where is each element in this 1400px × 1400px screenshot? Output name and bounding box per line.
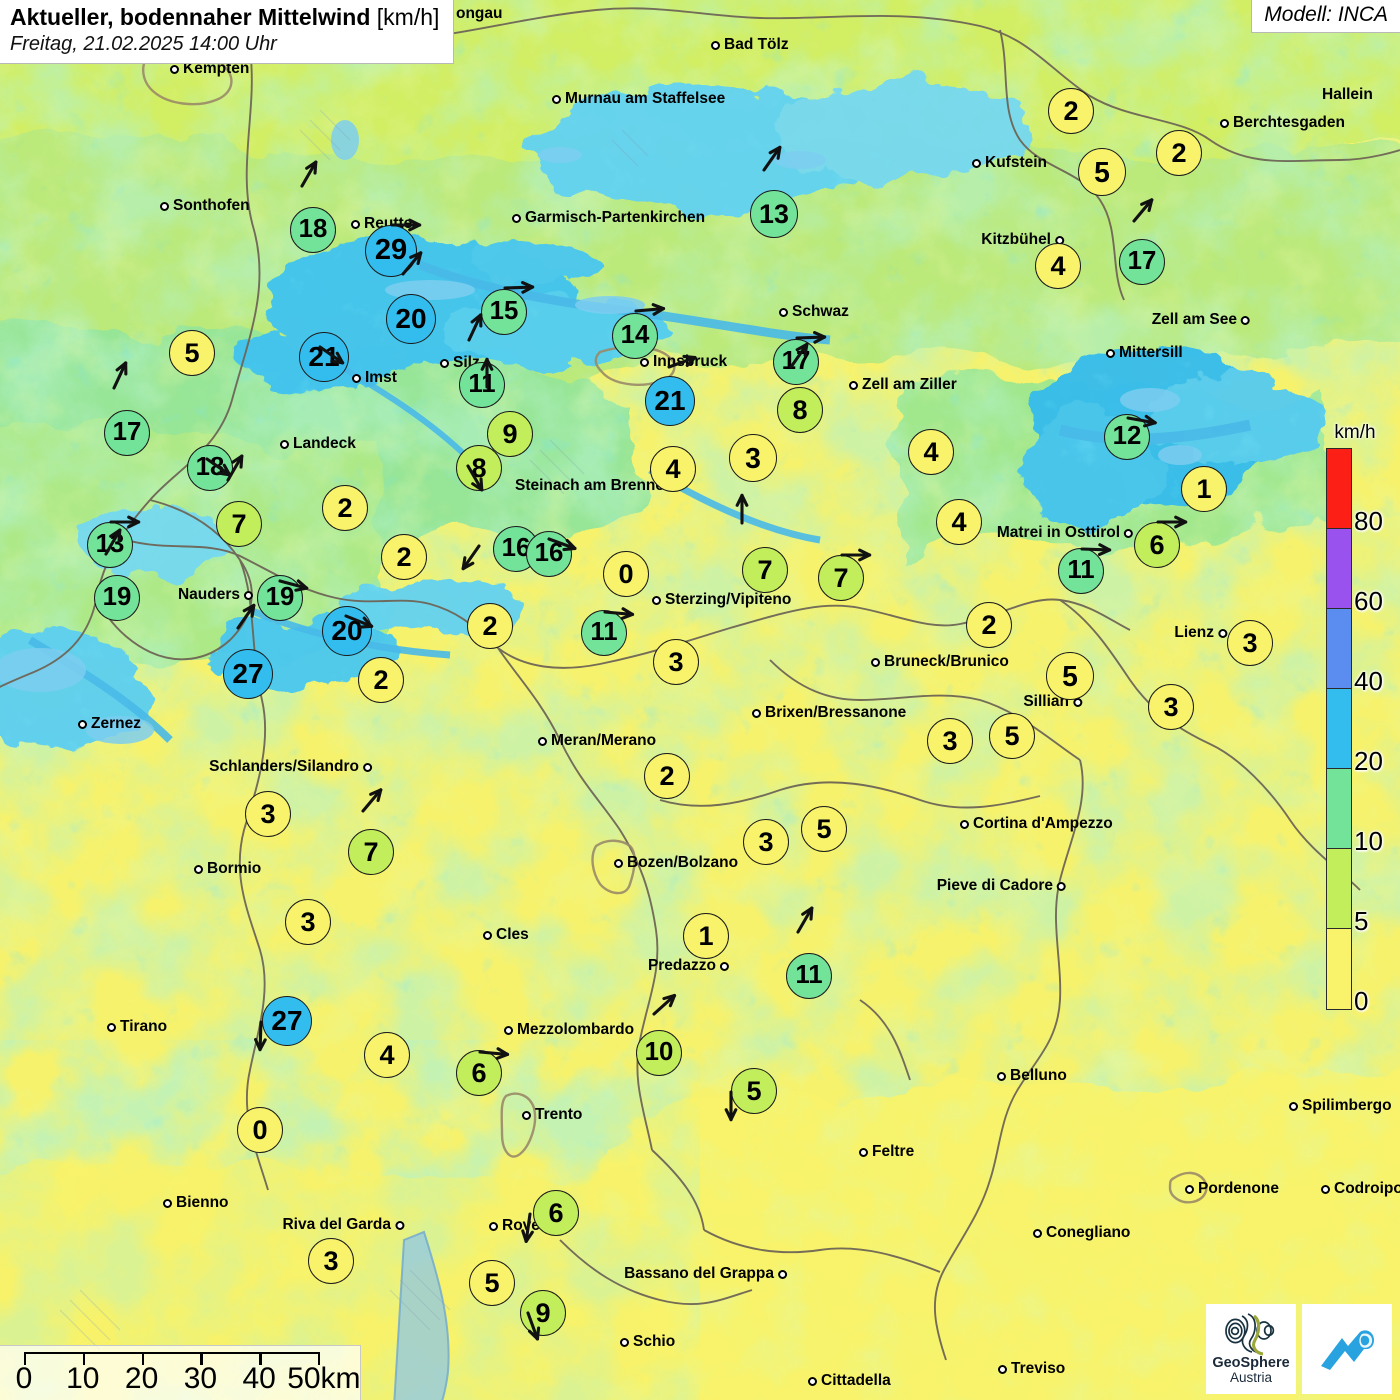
- scale-tick: [24, 1354, 27, 1365]
- model-label: Modell: INCA: [1264, 3, 1388, 26]
- geosphere-swirl-icon: [1225, 1313, 1275, 1356]
- legend-band: [1327, 929, 1351, 1009]
- logo-group: GeoSphere Austria: [1206, 1304, 1392, 1394]
- map-title-box: Aktueller, bodennaher Mittelwind [km/h] …: [0, 0, 455, 64]
- scale-tick-label: 50km: [287, 1362, 361, 1395]
- scale-tick-label: 40: [242, 1362, 276, 1395]
- legend-band: [1327, 689, 1351, 769]
- scale-labels: 0 10 20 30 40 50km: [14, 1362, 361, 1398]
- title-text: Aktueller, bodennaher Mittelwind: [10, 4, 371, 30]
- map-timestamp: Freitag, 21.02.2025 14:00 Uhr: [10, 33, 277, 56]
- scale-tick-label: 20: [124, 1362, 159, 1395]
- model-label-box: Modell: INCA: [1251, 0, 1400, 33]
- color-legend: km/h 80 60 40 20 10 5 0: [1324, 422, 1386, 1014]
- scale-tick-label: 0: [15, 1362, 33, 1395]
- legend-color-bar: [1326, 448, 1352, 1010]
- legend-band: [1327, 449, 1351, 529]
- scale-tick: [141, 1354, 144, 1365]
- legend-tick-label: 10: [1354, 826, 1383, 856]
- legend-band: [1327, 849, 1351, 929]
- scale-tick: [82, 1354, 86, 1365]
- legend-tick-label: 40: [1354, 666, 1383, 696]
- scale-tick: [200, 1354, 203, 1365]
- legend-tick-label: 5: [1354, 906, 1369, 936]
- blue-mountain-arrow-icon: [1321, 1330, 1374, 1370]
- legend-tick-label: 60: [1354, 586, 1383, 616]
- legend-band: [1327, 609, 1351, 689]
- legend-unit-label: km/h: [1334, 422, 1376, 443]
- scale-bar: 0 10 20 30 40 50km: [0, 1345, 361, 1400]
- legend-tick-label: 0: [1354, 986, 1369, 1016]
- partner-logo: [1302, 1304, 1392, 1394]
- geosphere-label-line1: GeoSphere: [1212, 1354, 1290, 1371]
- scale-ruler: [24, 1352, 321, 1365]
- legend-tick-label: 20: [1354, 746, 1383, 776]
- scale-tick-label: 10: [66, 1362, 100, 1395]
- legend-tick-label: 80: [1354, 506, 1383, 536]
- geosphere-austria-logo: GeoSphere Austria: [1206, 1304, 1296, 1394]
- scale-tick-label: 30: [183, 1362, 218, 1395]
- legend-band: [1327, 529, 1351, 609]
- title-unit: [km/h]: [376, 4, 440, 30]
- scale-tick: [318, 1354, 321, 1365]
- scale-tick: [259, 1354, 262, 1365]
- page-title: Aktueller, bodennaher Mittelwind [km/h]: [10, 4, 439, 31]
- legend-band: [1327, 769, 1351, 849]
- geosphere-label-line2: Austria: [1229, 1370, 1273, 1386]
